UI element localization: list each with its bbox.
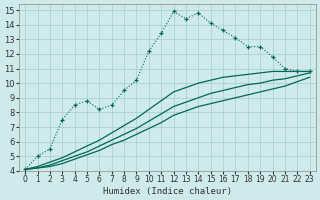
X-axis label: Humidex (Indice chaleur): Humidex (Indice chaleur): [103, 187, 232, 196]
